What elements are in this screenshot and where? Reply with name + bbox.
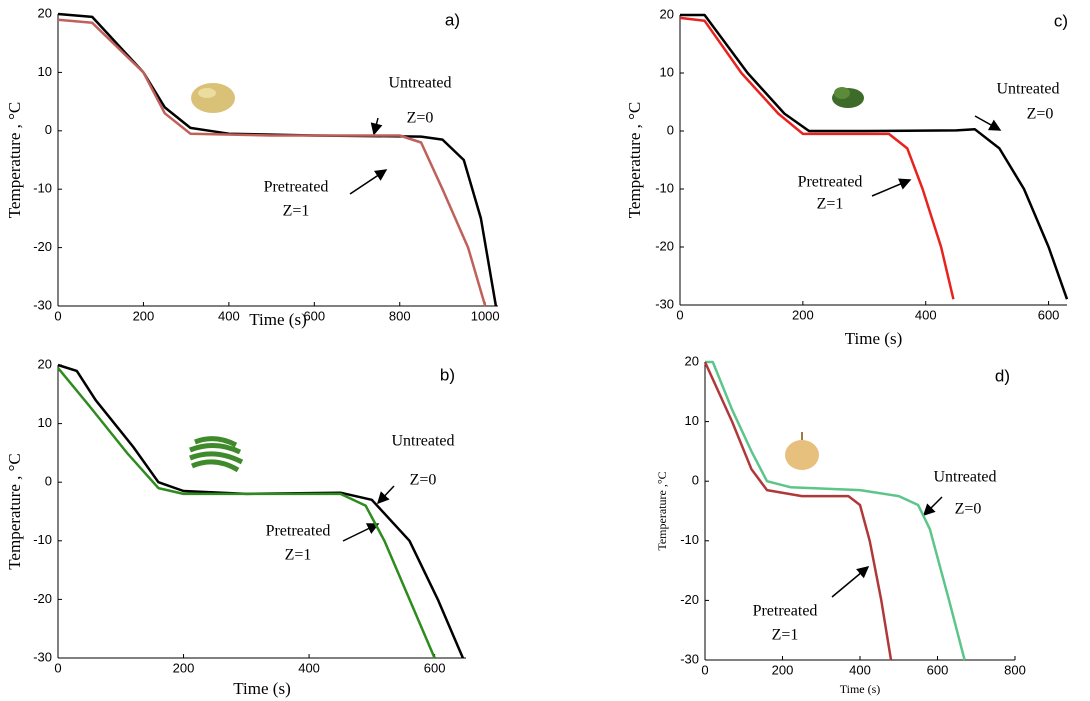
y-tick-label: 20 [660, 6, 674, 21]
onion-icon [785, 432, 819, 470]
arrow [831, 566, 870, 598]
y-tick-label: 10 [38, 64, 52, 79]
x-tick-label: 1000 [471, 308, 500, 323]
y-tick-label: 10 [38, 415, 52, 430]
annotation: Z=0 [410, 472, 437, 489]
annotation: Pretreated [266, 523, 331, 540]
annotation: Z=1 [283, 203, 310, 220]
x-tick-label: 200 [772, 662, 794, 677]
x-axis-label: Time (s) [249, 310, 306, 329]
y-tick-label: 20 [38, 356, 52, 371]
arrow [974, 115, 1002, 131]
annotation: Z=0 [407, 110, 434, 127]
x-tick-label: 0 [54, 660, 61, 675]
data-line [703, 361, 893, 661]
y-tick-label: -20 [655, 238, 674, 253]
x-tick-label: 200 [173, 660, 195, 675]
x-axis-label: Time (s) [845, 329, 902, 348]
x-tick-label: 600 [424, 660, 446, 675]
annotation: Z=1 [285, 547, 312, 564]
annotation: Z=1 [772, 627, 799, 644]
annotation: Untreated [996, 81, 1059, 98]
arrow [376, 485, 395, 505]
panel-label: c) [1054, 11, 1068, 30]
annotation: Untreated [391, 433, 454, 450]
annotation: Z=0 [1027, 106, 1054, 123]
x-tick-label: 400 [849, 662, 871, 677]
potato-icon [191, 83, 235, 113]
annotation: Pretreated [798, 174, 863, 191]
data-line [705, 360, 966, 661]
x-tick-label: 200 [133, 308, 155, 323]
arrow [370, 117, 383, 136]
arrow [922, 496, 943, 517]
annotation: Z=0 [955, 501, 982, 518]
x-axis-label: Time (s) [233, 679, 290, 698]
y-tick-label: 0 [45, 474, 52, 489]
y-tick-label: -10 [680, 532, 699, 547]
y-tick-label: 20 [38, 5, 52, 20]
data-line [679, 16, 955, 300]
x-tick-label: 400 [218, 308, 240, 323]
x-tick-label: 600 [1038, 307, 1060, 322]
y-tick-label: -30 [655, 296, 674, 311]
arrow [871, 178, 912, 197]
x-tick-label: 600 [927, 662, 949, 677]
x-axis-label: Time (s) [840, 682, 881, 696]
annotation: Z=1 [817, 196, 844, 213]
x-tick-label: 800 [389, 308, 411, 323]
y-axis-label: Temperature , °C [5, 453, 24, 570]
x-tick-label: 400 [915, 307, 937, 322]
y-tick-label: -30 [33, 297, 52, 312]
y-axis-label: Temperature , °C [625, 102, 644, 219]
y-tick-label: -20 [33, 239, 52, 254]
data-line [57, 367, 436, 659]
data-line [57, 363, 465, 659]
data-line [57, 18, 487, 307]
annotation: Pretreated [264, 179, 329, 196]
annotation: Pretreated [753, 603, 818, 620]
y-axis-label: Temperature , °C [5, 102, 24, 219]
y-tick-label: 20 [685, 353, 699, 368]
x-tick-label: 0 [676, 307, 683, 322]
y-tick-label: 10 [685, 413, 699, 428]
x-tick-label: 800 [1004, 662, 1026, 677]
arrow [342, 523, 380, 542]
annotation: Untreated [388, 75, 451, 92]
panel-label: d) [995, 366, 1010, 385]
x-tick-label: 0 [701, 662, 708, 677]
x-tick-label: 400 [298, 660, 320, 675]
y-tick-label: 0 [692, 473, 699, 488]
y-tick-label: -20 [680, 592, 699, 607]
y-tick-label: 0 [667, 122, 674, 137]
x-tick-label: 600 [303, 308, 325, 323]
annotation: Untreated [933, 469, 996, 486]
panel-label: a) [445, 10, 460, 29]
y-tick-label: -10 [33, 532, 52, 547]
y-tick-label: -30 [33, 649, 52, 664]
arrow [349, 169, 388, 195]
spinach-icon [832, 87, 864, 108]
x-tick-label: 0 [54, 308, 61, 323]
y-tick-label: 10 [660, 64, 674, 79]
y-tick-label: 0 [45, 122, 52, 137]
beans-icon [189, 436, 244, 473]
x-tick-label: 200 [792, 307, 814, 322]
y-tick-label: -10 [33, 181, 52, 196]
data-line [680, 13, 1069, 300]
y-tick-label: -20 [33, 591, 52, 606]
y-axis-label: Temperature ,°C [655, 471, 669, 550]
y-tick-label: -30 [680, 651, 699, 666]
panel-label: b) [440, 365, 455, 384]
y-tick-label: -10 [655, 180, 674, 195]
